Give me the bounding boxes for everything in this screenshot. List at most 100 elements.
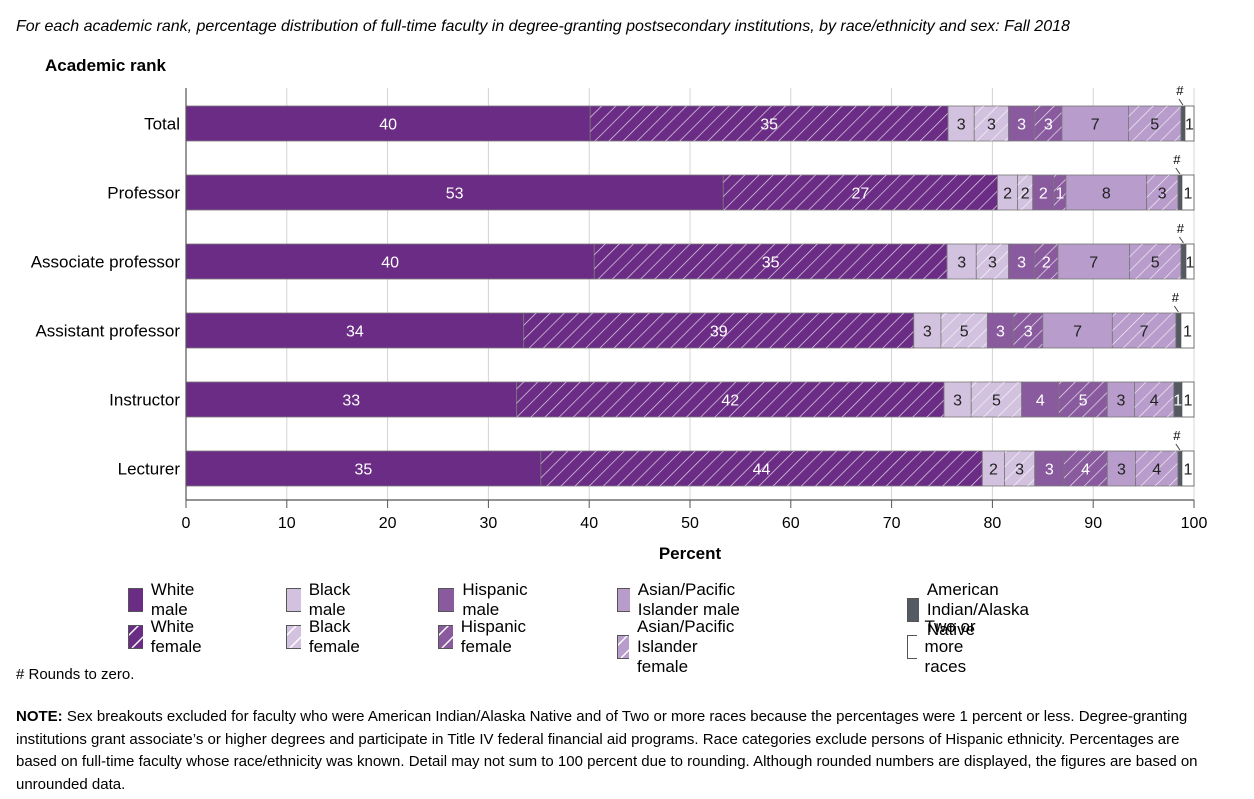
bar-segment-hatch	[1063, 451, 1108, 486]
legend-item: Black female	[286, 617, 369, 657]
data-label: 3	[988, 255, 997, 272]
x-tick-label: 70	[883, 515, 901, 532]
legend-label: Black male	[308, 580, 351, 619]
bar-segment-hatch	[1146, 175, 1178, 210]
bar-segment	[185, 105, 591, 142]
legend-item: American Indian/Alaska Native	[907, 580, 1041, 640]
x-gridlines	[286, 88, 1195, 500]
bar-segment-hatch	[971, 382, 1022, 417]
data-label: 5	[1151, 255, 1160, 272]
x-tick-label: 40	[580, 515, 598, 532]
legend-swatch	[907, 635, 917, 659]
bar-segment-hatch	[1034, 244, 1058, 279]
data-label: 4	[1150, 393, 1159, 410]
data-label: 3	[987, 117, 996, 134]
bar-segment	[913, 312, 942, 349]
x-tick-label: 100	[1181, 515, 1208, 532]
data-label: 4	[1152, 462, 1161, 479]
y-axis-title: Academic rank	[45, 56, 166, 75]
data-label: 27	[851, 186, 869, 203]
data-label-pointer	[1175, 443, 1181, 451]
category-label: Assistant professor	[35, 322, 180, 341]
bar-segment	[1042, 312, 1113, 349]
bar-segment	[1177, 174, 1183, 211]
legend-item: White male	[128, 580, 203, 620]
data-label: 3	[1158, 186, 1167, 203]
bar-segment	[1181, 450, 1195, 487]
data-label: 1	[1186, 255, 1195, 272]
bar-segment	[1106, 450, 1136, 487]
legend-label: Asian/Pacific Islander female	[637, 617, 735, 676]
data-label: 40	[379, 117, 397, 134]
data-label: 33	[342, 393, 360, 410]
bar-segment	[946, 243, 977, 280]
data-label: 3	[923, 324, 932, 341]
note-label: NOTE:	[16, 708, 63, 725]
bar-segment-hatch	[1017, 175, 1033, 210]
bar-segment	[1061, 105, 1129, 142]
bar-segment-hatch	[976, 244, 1009, 279]
data-label: 1	[1055, 186, 1064, 203]
data-label: 3	[1044, 117, 1053, 134]
bar-segment	[1057, 243, 1130, 280]
x-axis-label: Percent	[658, 544, 722, 563]
data-label: 2	[1021, 186, 1030, 203]
bar-segment-hatch	[974, 106, 1009, 141]
data-label: 1	[1183, 393, 1192, 410]
bar-segment	[947, 105, 975, 142]
data-label: 7	[1140, 324, 1149, 341]
x-tick-label: 30	[480, 515, 498, 532]
data-label: 3	[957, 255, 966, 272]
bars-layer: 40 35 3 3 3 3 7 5#153 27 2 2 2 1 8 3#140 35 3 3 3 2 7 5#134 39…	[185, 83, 1195, 487]
data-label: 7	[1073, 324, 1082, 341]
bar-segment	[1008, 243, 1036, 280]
data-label: 4	[1036, 393, 1045, 410]
legend-label: Hispanic female	[460, 617, 526, 656]
chart-title: For each academic rank, percentage distr…	[16, 18, 1070, 35]
data-label: 2	[1003, 186, 1012, 203]
legend-item: Two or more races	[907, 617, 981, 677]
bar-segment-hatch	[1034, 106, 1062, 141]
data-label: 2	[1039, 186, 1048, 203]
bar-row: 53 27 2 2 2 1 8 3#1	[185, 152, 1195, 211]
data-label: 3	[1017, 255, 1026, 272]
bar-segment-hatch	[516, 382, 945, 417]
bar-segment	[1181, 381, 1195, 418]
legend-swatch	[286, 625, 301, 649]
data-label-rounds-to-zero: #	[1177, 221, 1185, 236]
data-label: 5	[1150, 117, 1159, 134]
legend-swatch	[128, 588, 143, 612]
data-label: 1	[1183, 462, 1192, 479]
bar-segment	[1177, 450, 1183, 487]
category-label: Associate professor	[31, 253, 181, 272]
footnote: # Rounds to zero.	[16, 666, 135, 683]
legend-item: Hispanic male	[438, 580, 535, 620]
bar-segment-hatch	[1112, 313, 1176, 348]
legend-swatch	[438, 625, 453, 649]
category-label: Professor	[107, 184, 180, 203]
bar-segment	[1034, 450, 1065, 487]
legend-label: Black female	[308, 617, 360, 656]
bar-segment	[1021, 381, 1060, 418]
data-label: 1	[1185, 117, 1194, 134]
data-label: 34	[346, 324, 364, 341]
data-label: 40	[381, 255, 399, 272]
data-label-rounds-to-zero: #	[1173, 428, 1181, 443]
bar-segment	[185, 381, 518, 418]
data-label: 5	[960, 324, 969, 341]
category-label: Total	[144, 115, 180, 134]
note-text: Sex breakouts excluded for faculty who w…	[16, 708, 1198, 793]
x-tick-label: 60	[782, 515, 800, 532]
bar-segment-hatch	[723, 175, 998, 210]
data-label: 2	[1042, 255, 1051, 272]
data-label: 3	[1024, 324, 1033, 341]
category-labels: Total Professor Associate professor Assista…	[31, 115, 181, 479]
bar-segment	[1175, 312, 1182, 349]
bar-segment	[1065, 174, 1148, 211]
legend-swatch	[617, 588, 630, 612]
bar-row: 35 44 2 3 3 4 3 4#1	[185, 428, 1195, 487]
data-label-pointer	[1173, 305, 1179, 313]
data-label-rounds-to-zero: #	[1172, 290, 1180, 305]
data-label: 1	[1173, 393, 1182, 410]
bar-segment	[1106, 381, 1135, 418]
